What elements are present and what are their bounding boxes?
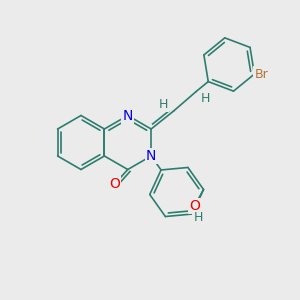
Text: H: H	[194, 211, 203, 224]
Text: H: H	[200, 92, 210, 106]
Text: N: N	[146, 149, 156, 163]
Text: O: O	[189, 199, 200, 213]
Text: N: N	[123, 109, 133, 122]
Text: H: H	[158, 98, 168, 111]
Text: O: O	[109, 178, 120, 191]
Text: Br: Br	[254, 68, 268, 80]
